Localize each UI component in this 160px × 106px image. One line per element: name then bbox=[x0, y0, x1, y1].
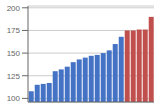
svg-text:200: 200 bbox=[8, 4, 21, 13]
svg-text:175: 175 bbox=[8, 26, 21, 35]
svg-text:100: 100 bbox=[8, 94, 21, 103]
svg-text:150: 150 bbox=[8, 49, 21, 58]
svg-text:125: 125 bbox=[8, 72, 21, 81]
